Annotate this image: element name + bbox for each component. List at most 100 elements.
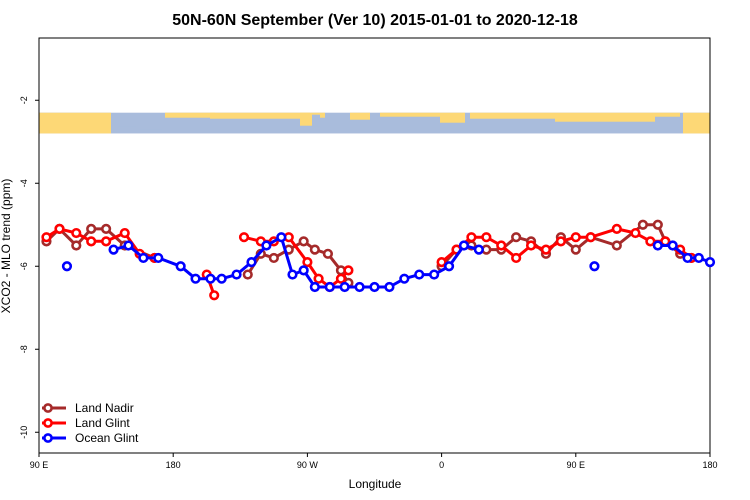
data-point <box>429 269 440 280</box>
x-tick-label: 90 E <box>567 460 586 470</box>
legend-marker <box>43 403 53 413</box>
x-axis: 90 E 180 90 W 0 90 E 180 <box>30 453 718 470</box>
data-point <box>205 273 216 284</box>
data-point <box>108 244 119 255</box>
map-land-11 <box>683 112 710 134</box>
data-point <box>570 232 581 243</box>
x-tick-label: 180 <box>702 460 717 470</box>
data-point <box>313 273 324 284</box>
data-point <box>339 281 350 293</box>
data-point <box>231 269 242 280</box>
data-point <box>630 227 641 239</box>
map-ocean-inlet-0 <box>118 116 136 127</box>
y-axis-label: XCO2 - MLO trend (ppm) <box>0 179 13 314</box>
data-point <box>466 232 477 243</box>
data-point <box>324 281 335 293</box>
map-ocean-inlet-1 <box>140 121 162 130</box>
data-point <box>209 290 220 301</box>
legend-item: Land Nadir <box>42 401 134 415</box>
map-land-3 <box>300 112 315 126</box>
data-point <box>540 244 552 255</box>
x-tick-label: 180 <box>166 460 181 470</box>
data-point <box>298 265 309 276</box>
data-point <box>511 252 522 264</box>
data-point <box>570 244 581 255</box>
map-land-9 <box>555 112 655 122</box>
data-point <box>645 236 656 247</box>
data-point <box>41 232 52 243</box>
data-point <box>100 223 112 234</box>
data-point <box>276 232 287 243</box>
data-point <box>153 252 164 264</box>
world-map-strip <box>39 112 710 134</box>
data-point <box>637 219 649 230</box>
map-land-8 <box>470 112 555 119</box>
data-point <box>54 223 65 234</box>
data-point <box>667 240 678 251</box>
data-point <box>611 240 622 251</box>
data-point <box>399 273 410 284</box>
y-tick-label: -8 <box>19 345 29 353</box>
data-point <box>384 281 395 293</box>
map-land-5 <box>350 112 370 120</box>
map-land-0 <box>39 112 111 134</box>
y-tick-label: -2 <box>19 96 29 104</box>
series-layer <box>41 219 716 301</box>
data-point <box>298 236 309 247</box>
data-point <box>652 219 663 230</box>
data-point <box>175 261 186 272</box>
data-point <box>354 281 365 293</box>
x-axis-label: Longitude <box>349 477 402 491</box>
data-point <box>458 240 470 251</box>
map-land-1 <box>165 112 215 118</box>
data-point <box>86 223 97 234</box>
data-point <box>190 273 201 284</box>
data-point <box>123 240 134 251</box>
plot-frame <box>38 37 711 454</box>
data-point <box>436 257 447 268</box>
legend-label: Ocean Glint <box>75 431 139 445</box>
data-point <box>287 269 298 280</box>
data-point <box>302 257 313 268</box>
data-point <box>138 252 149 264</box>
data-point <box>71 227 82 239</box>
data-point <box>511 232 522 243</box>
data-point <box>525 240 537 251</box>
data-point <box>242 269 253 280</box>
data-point <box>369 281 380 293</box>
map-land-7 <box>440 112 465 123</box>
data-point <box>443 261 455 272</box>
legend-label: Land Glint <box>75 416 130 430</box>
data-point <box>682 252 693 264</box>
data-point <box>693 252 704 264</box>
data-point <box>216 273 227 284</box>
data-point <box>309 244 320 255</box>
legend-item: Land Glint <box>42 416 130 430</box>
y-axis: -2 -4 -6 -8 -10 <box>19 96 39 439</box>
map-land-6 <box>380 112 440 117</box>
data-point <box>335 273 347 284</box>
data-point <box>611 223 622 234</box>
y-tick-label: -6 <box>19 262 29 270</box>
data-point <box>555 236 566 247</box>
data-point <box>414 269 425 280</box>
data-point <box>61 261 73 272</box>
y-tick-label: -4 <box>19 179 29 187</box>
legend-item: Ocean Glint <box>42 431 139 445</box>
data-point <box>268 252 279 264</box>
legend-marker <box>43 433 53 443</box>
data-point <box>71 240 82 251</box>
map-land-2 <box>210 112 310 119</box>
x-tick-label: 90 W <box>297 460 319 470</box>
data-point <box>704 257 716 268</box>
data-point <box>652 240 663 251</box>
data-point <box>473 244 484 255</box>
data-point <box>585 232 596 243</box>
data-point <box>481 232 492 243</box>
data-point <box>496 240 507 251</box>
data-point <box>86 236 97 247</box>
series-ocean-glint <box>61 232 716 293</box>
data-point <box>261 240 272 251</box>
data-point <box>589 261 600 272</box>
